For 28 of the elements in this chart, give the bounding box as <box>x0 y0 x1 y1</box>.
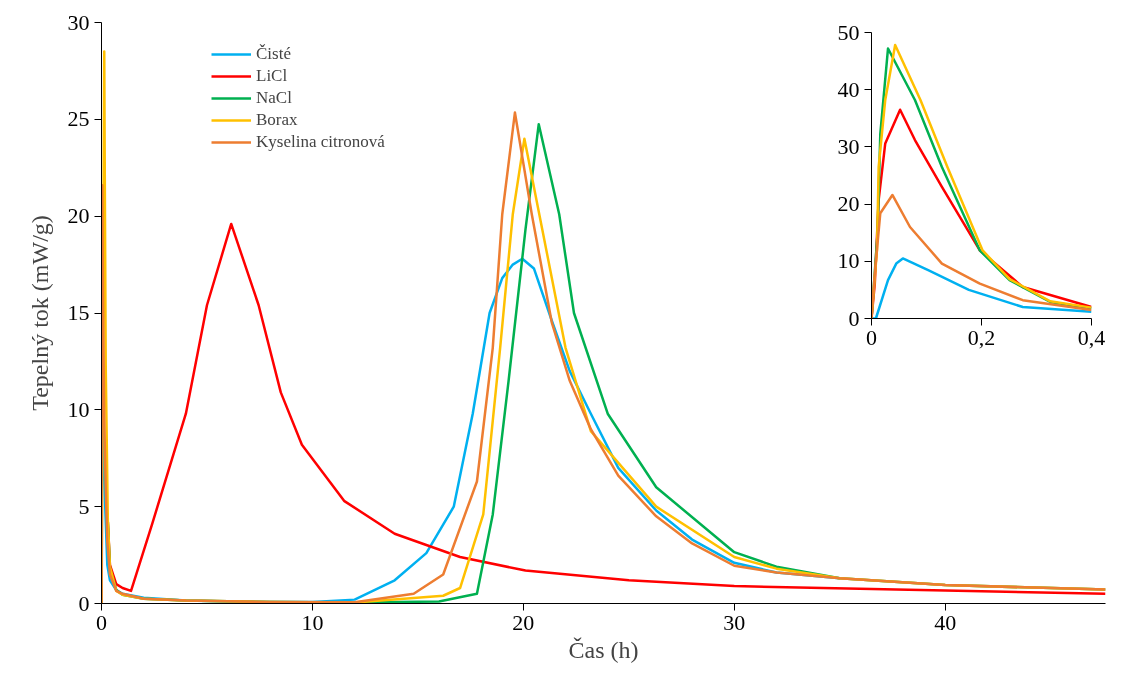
x-tick-label: 0 <box>96 609 107 635</box>
x-tick-label: 40 <box>934 609 957 635</box>
y-tick-label: 30 <box>67 9 90 35</box>
y-tick-label: 5 <box>78 493 90 519</box>
y-tick-label: 10 <box>837 248 860 274</box>
y-tick-label: 20 <box>837 191 860 217</box>
legend-label: NaCl <box>256 88 292 108</box>
y-tick-label: 25 <box>67 106 90 132</box>
y-tick-label: 50 <box>837 19 860 45</box>
y-tick-label: 40 <box>837 76 860 102</box>
legend-label: Borax <box>256 110 298 130</box>
x-tick-label: 20 <box>512 609 535 635</box>
legend-label: Kyselina citronová <box>256 132 385 152</box>
y-tick-label: 0 <box>78 590 90 616</box>
y-tick-label: 10 <box>67 396 90 422</box>
legend-label: LiCl <box>256 66 288 86</box>
legend-label: Čisté <box>256 44 291 64</box>
x-tick-label: 0,2 <box>967 324 996 350</box>
y-tick-label: 15 <box>67 300 90 325</box>
x-tick-label: 10 <box>301 609 324 635</box>
y-axis-title: Tepelný tok (mW/g) <box>26 215 53 411</box>
y-tick-label: 0 <box>848 305 860 331</box>
x-tick-label: 0 <box>866 324 877 350</box>
x-tick-label: 0,4 <box>1077 324 1106 350</box>
y-tick-label: 20 <box>67 203 90 229</box>
x-axis-title: Čas (h) <box>568 636 639 663</box>
x-tick-label: 30 <box>723 609 746 635</box>
y-tick-label: 30 <box>837 133 860 159</box>
